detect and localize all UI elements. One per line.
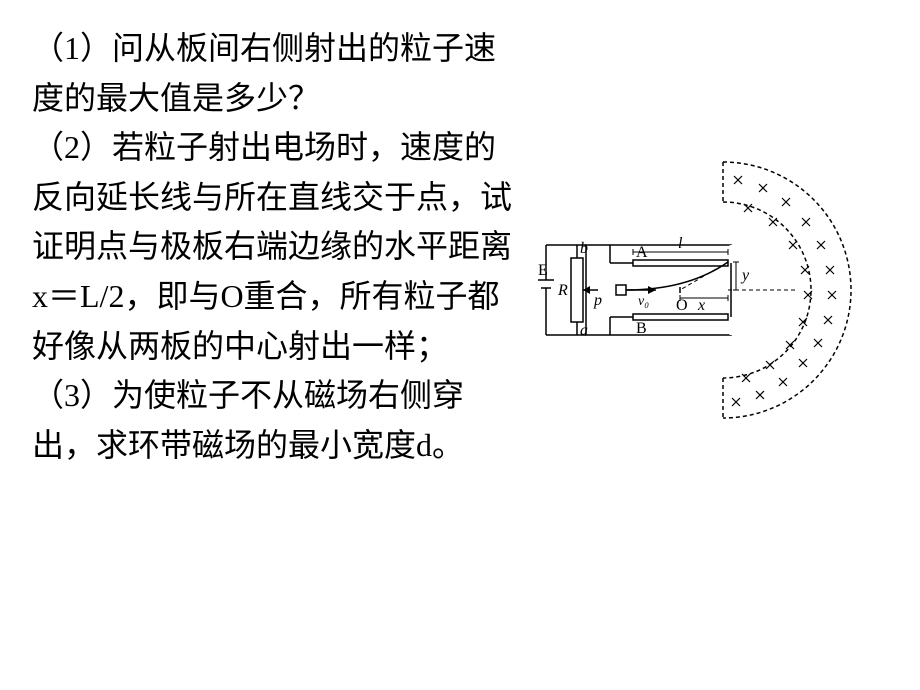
physics-diagram: E R b a p A B l v₀ O x y [538,140,888,440]
label-b-plate: B [636,320,647,337]
label-v0: v₀ [638,294,649,309]
field-crosses [732,176,836,406]
label-o: O [676,297,688,314]
problem-text: （1）问从板间右侧射出的粒子速度的最大值是多少？ （2）若粒子射出电场时，速度的… [32,24,526,470]
part-2: （2）若粒子射出电场时，速度的反向延长线与所在直线交于点，试证明点与极板右端边缘… [32,129,512,363]
label-x: x [697,297,705,314]
resistor [571,258,583,322]
label-p: p [593,292,602,309]
label-y: y [740,267,750,284]
part-3: （3）为使粒子不从磁场右侧穿出，求环带磁场的最小宽度d。 [32,377,464,463]
label-a-bottom: a [580,322,588,339]
particle-source [616,285,626,295]
label-l: l [678,235,683,252]
label-r: R [557,282,568,299]
labels: E R b a p A B l v₀ O x y [538,235,750,339]
plate-housing [586,245,731,335]
apparatus [538,245,798,335]
plate-b [633,314,728,320]
part-1: （1）问从板间右侧射出的粒子速度的最大值是多少？ [32,30,496,116]
label-a-plate: A [636,244,648,261]
label-e: E [538,262,548,279]
label-b-top: b [580,240,588,257]
slide: （1）问从板间右侧射出的粒子速度的最大值是多少？ （2）若粒子射出电场时，速度的… [0,0,920,690]
